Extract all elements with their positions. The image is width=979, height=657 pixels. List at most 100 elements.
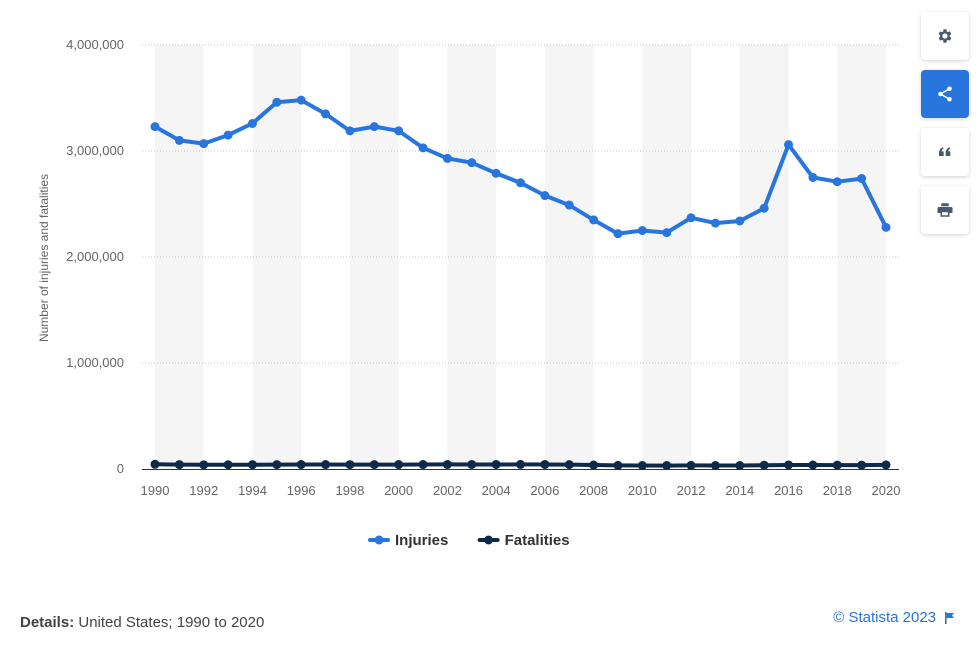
data-point-fatalities-2011[interactable] (662, 461, 672, 471)
data-point-injuries-2001[interactable] (418, 143, 428, 153)
details-label: Details: (20, 614, 75, 631)
data-point-fatalities-2014[interactable] (735, 461, 745, 471)
data-point-injuries-1994[interactable] (247, 118, 257, 128)
x-tick-label: 2000 (384, 483, 413, 498)
data-point-fatalities-1991[interactable] (174, 460, 184, 470)
data-point-fatalities-2016[interactable] (784, 460, 794, 470)
data-point-injuries-1998[interactable] (345, 126, 355, 136)
data-point-injuries-1995[interactable] (272, 97, 282, 107)
data-point-fatalities-2004[interactable] (491, 459, 501, 469)
background-band (739, 45, 789, 469)
share-icon (938, 86, 952, 102)
x-tick-label: 2008 (579, 483, 608, 498)
data-point-fatalities-1992[interactable] (199, 460, 209, 470)
data-point-fatalities-1995[interactable] (272, 460, 282, 470)
settings-button[interactable] (921, 12, 969, 60)
data-point-injuries-2016[interactable] (784, 140, 794, 150)
data-point-injuries-2002[interactable] (442, 153, 452, 163)
quote-icon (939, 147, 951, 156)
cite-button[interactable] (921, 128, 969, 176)
data-point-injuries-1991[interactable] (174, 135, 184, 145)
data-point-fatalities-1999[interactable] (369, 460, 379, 470)
details-text: United States; 1990 to 2020 (78, 614, 265, 631)
data-point-injuries-2014[interactable] (735, 216, 745, 226)
data-point-fatalities-1990[interactable] (150, 459, 160, 469)
data-point-injuries-2015[interactable] (759, 203, 769, 213)
y-tick-label: 0 (117, 461, 124, 476)
flag-icon[interactable] (944, 611, 955, 624)
y-axis-label: Number of injuries and fatalities (37, 174, 51, 342)
data-point-fatalities-2005[interactable] (516, 459, 525, 469)
data-point-fatalities-2000[interactable] (394, 460, 404, 470)
legend-marker (484, 535, 494, 545)
data-point-fatalities-2020[interactable] (881, 460, 891, 470)
data-point-fatalities-2007[interactable] (564, 460, 574, 470)
data-point-injuries-2003[interactable] (467, 158, 477, 168)
x-tick-label: 1990 (141, 483, 170, 498)
background-band (447, 45, 497, 469)
data-point-fatalities-2006[interactable] (540, 459, 550, 469)
legend-marker (374, 535, 384, 545)
x-tick-label: 2012 (677, 483, 706, 498)
data-point-fatalities-1998[interactable] (345, 460, 355, 470)
data-point-fatalities-2018[interactable] (832, 460, 842, 470)
data-point-injuries-2020[interactable] (881, 222, 891, 232)
legend: Injuries Fatalities (368, 532, 570, 549)
data-point-injuries-1996[interactable] (296, 95, 306, 105)
data-point-injuries-2018[interactable] (832, 177, 842, 187)
data-point-fatalities-2012[interactable] (686, 460, 696, 470)
data-point-fatalities-1997[interactable] (321, 460, 331, 470)
data-point-fatalities-2002[interactable] (442, 459, 452, 469)
details-note: Details: United States; 1990 to 2020 (20, 614, 264, 631)
data-point-injuries-1993[interactable] (223, 130, 233, 140)
legend-item-fatalities[interactable]: Fatalities (477, 532, 570, 549)
data-point-injuries-2006[interactable] (540, 191, 550, 201)
data-point-injuries-2000[interactable] (394, 126, 404, 136)
data-point-fatalities-1996[interactable] (296, 460, 306, 470)
x-tick-label: 1992 (189, 483, 218, 498)
data-point-injuries-2011[interactable] (662, 228, 672, 238)
series-fatalities (150, 459, 891, 471)
data-point-fatalities-2013[interactable] (710, 461, 720, 471)
data-point-injuries-1992[interactable] (199, 139, 209, 149)
x-tick-label: 1998 (335, 483, 364, 498)
data-point-injuries-2010[interactable] (637, 226, 647, 235)
legend-item-injuries[interactable]: Injuries (368, 532, 448, 549)
data-point-injuries-2005[interactable] (516, 178, 525, 188)
data-point-fatalities-1993[interactable] (223, 460, 233, 470)
data-point-fatalities-2001[interactable] (418, 460, 428, 470)
data-point-injuries-1999[interactable] (369, 122, 379, 132)
y-axis-ticks: 0 1,000,000 2,000,000 3,000,000 4,000,000 (66, 37, 124, 476)
data-point-fatalities-2009[interactable] (613, 460, 623, 470)
print-button[interactable] (921, 186, 969, 234)
data-point-injuries-2019[interactable] (857, 174, 867, 184)
data-point-fatalities-2015[interactable] (759, 460, 769, 470)
data-point-injuries-2008[interactable] (589, 215, 599, 225)
x-tick-label: 2014 (725, 483, 754, 498)
data-point-fatalities-2019[interactable] (857, 460, 867, 470)
x-tick-label: 2010 (628, 483, 657, 498)
legend-label: Injuries (395, 532, 448, 549)
x-tick-label: 2020 (872, 483, 901, 498)
share-button[interactable] (921, 70, 969, 118)
data-point-fatalities-2010[interactable] (637, 461, 647, 471)
legend-label: Fatalities (505, 532, 570, 549)
data-point-injuries-1997[interactable] (321, 109, 331, 119)
data-point-fatalities-1994[interactable] (247, 460, 257, 470)
data-point-injuries-2017[interactable] (808, 173, 818, 182)
data-point-injuries-1990[interactable] (150, 122, 160, 132)
copyright-text[interactable]: © Statista 2023 (833, 609, 936, 626)
data-point-injuries-2009[interactable] (613, 229, 623, 239)
data-point-injuries-2013[interactable] (710, 218, 720, 228)
data-point-injuries-2007[interactable] (564, 200, 574, 210)
data-point-injuries-2004[interactable] (491, 168, 501, 178)
copyright[interactable]: © Statista 2023 (833, 609, 955, 626)
x-tick-label: 2002 (433, 483, 462, 498)
x-axis-ticks: 1990 1992 1994 1996 1998 2000 2002 2004 2006 2008… (141, 483, 901, 498)
x-tick-label: 1996 (287, 483, 316, 498)
data-point-fatalities-2008[interactable] (589, 460, 599, 470)
y-tick-label: 1,000,000 (66, 355, 124, 370)
data-point-injuries-2012[interactable] (686, 213, 696, 223)
data-point-fatalities-2003[interactable] (467, 459, 477, 469)
data-point-fatalities-2017[interactable] (808, 460, 818, 470)
